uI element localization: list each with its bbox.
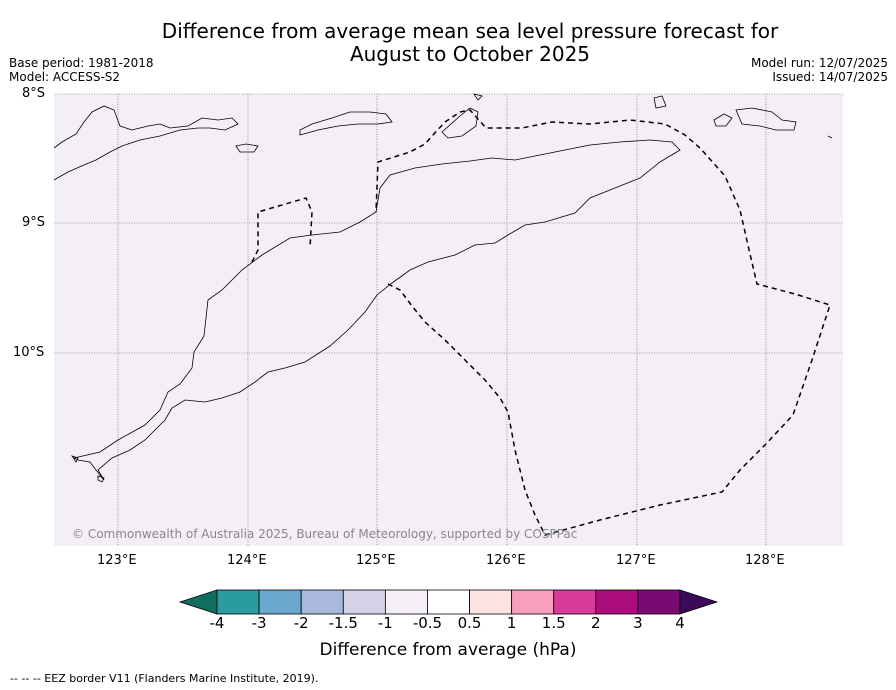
eez-border-main: [375, 109, 831, 536]
colorbar-segment: [342, 589, 386, 615]
copyright-notice: © Commonwealth of Australia 2025, Bureau…: [72, 527, 578, 541]
colorbar-segment: [469, 589, 513, 615]
lat-label-10s: 10°S: [13, 345, 45, 360]
chart-title-line1: Difference from average mean sea level p…: [161, 19, 779, 43]
eez-borders: [251, 109, 831, 536]
map-panel: [54, 94, 843, 546]
islet-north-1: [653, 95, 667, 109]
colorbar-tick-label: 3: [633, 614, 643, 632]
islet-west-1: [71, 455, 79, 463]
islet-alor-west: [235, 143, 259, 153]
flores-island-coast: [53, 105, 239, 181]
colorbar-tick-label: -4: [209, 614, 225, 632]
colorbar: [178, 589, 719, 615]
lat-label-9s: 9°S: [22, 215, 46, 230]
colorbar-tick-label: -3: [251, 614, 267, 632]
islet-west-2: [97, 475, 105, 483]
colorbar-tick-label: 4: [675, 614, 685, 632]
colorbar-extend-high: [679, 589, 719, 615]
colorbar-tick-label: -0.5: [412, 614, 443, 632]
islet-north-4: [473, 93, 483, 101]
lon-label-127e: 127°E: [616, 553, 656, 568]
timor-island-coast: [72, 139, 681, 481]
colorbar-segment: [216, 589, 260, 615]
colorbar-segment: [637, 589, 681, 615]
model-name: Model: ACCESS-S2: [9, 70, 121, 84]
islet-north-3: [735, 107, 797, 131]
issued-date: Issued: 14/07/2025: [772, 70, 888, 84]
colorbar-tick-label: 2: [591, 614, 601, 632]
lon-label-125e: 125°E: [356, 553, 396, 568]
colorbar-tick-label: -1: [377, 614, 393, 632]
colorbar-tick-label: 0.5: [457, 614, 482, 632]
chart-title-line2: August to October 2025: [349, 42, 591, 66]
islet-north-2: [713, 113, 733, 127]
lon-label-123e: 123°E: [97, 553, 137, 568]
colorbar-segment: [258, 589, 302, 615]
lat-label-8s: 8°S: [22, 86, 46, 101]
lon-label-126e: 126°E: [486, 553, 526, 568]
alor-island-coast: [299, 111, 393, 136]
colorbar-segment: [300, 589, 344, 615]
colorbar-extend-low: [178, 589, 218, 615]
colorbar-label: Difference from average (hPa): [319, 640, 577, 660]
colorbar-tick-label: -1.5: [328, 614, 358, 632]
lon-label-124e: 124°E: [227, 553, 267, 568]
colorbar-segment: [553, 589, 597, 615]
colorbar-segment: [595, 589, 639, 615]
colorbar-tick-label: 1: [506, 614, 517, 632]
colorbar-segment: [511, 589, 555, 615]
eez-border-enclave: [251, 197, 313, 263]
islet-east-tip: [827, 135, 833, 139]
colorbar-segment: [427, 589, 470, 615]
eez-footnote: -- -- -- EEZ border V11 (Flanders Marine…: [10, 672, 319, 685]
colorbar-segment: [384, 589, 428, 615]
model-run: Model run: 12/07/2025: [750, 56, 888, 70]
colorbar-tick-label: -2: [293, 614, 309, 632]
lon-label-128e: 128°E: [745, 553, 785, 568]
base-period: Base period: 1981-2018: [9, 56, 154, 70]
colorbar-tick-label: 1.5: [541, 614, 566, 632]
